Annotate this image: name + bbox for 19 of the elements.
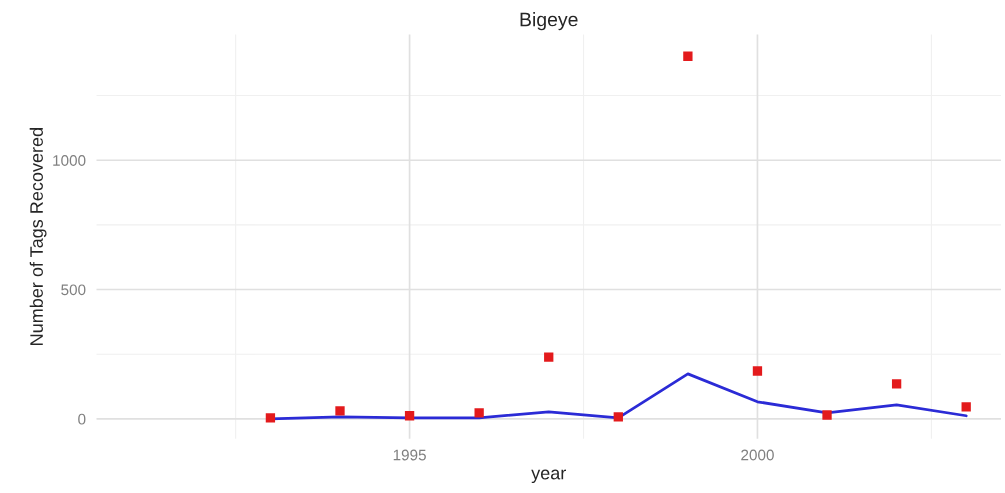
point <box>474 408 484 418</box>
y-axis-title: Number of Tags Recovered <box>29 128 47 345</box>
point <box>961 402 971 412</box>
point <box>265 413 276 423</box>
point <box>613 412 623 422</box>
point <box>544 352 554 362</box>
x-tick-label: 2000 <box>741 449 774 461</box>
y-tick-label: 500 <box>61 284 86 296</box>
point <box>404 411 415 421</box>
y-tick-label: 0 <box>78 413 86 425</box>
point <box>891 379 902 389</box>
point <box>752 366 763 376</box>
x-axis-title: year <box>531 469 566 484</box>
point <box>335 406 345 416</box>
chart-title: Bigeye <box>520 12 578 31</box>
x-tick-label: 1995 <box>393 449 426 461</box>
point <box>683 51 693 61</box>
y-tick-label: 1000 <box>53 155 86 166</box>
point <box>822 410 832 420</box>
